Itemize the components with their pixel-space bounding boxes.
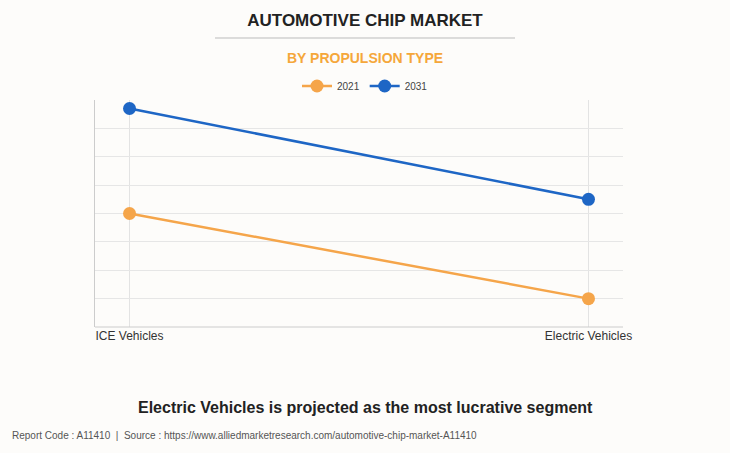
- svg-text:ICE Vehicles: ICE Vehicles: [96, 329, 164, 343]
- svg-text:2031: 2031: [405, 81, 428, 92]
- svg-text:2021: 2021: [337, 81, 360, 92]
- svg-text:BY PROPULSION TYPE: BY PROPULSION TYPE: [287, 50, 443, 66]
- svg-text:AUTOMOTIVE CHIP MARKET: AUTOMOTIVE CHIP MARKET: [247, 11, 483, 30]
- svg-text:Electric Vehicles: Electric Vehicles: [545, 329, 632, 343]
- svg-text:Electric Vehicles is projected: Electric Vehicles is projected as the mo…: [138, 399, 593, 416]
- svg-text:Report Code : A11410 | Sourc: Report Code : A11410 | Source : https://…: [12, 430, 477, 441]
